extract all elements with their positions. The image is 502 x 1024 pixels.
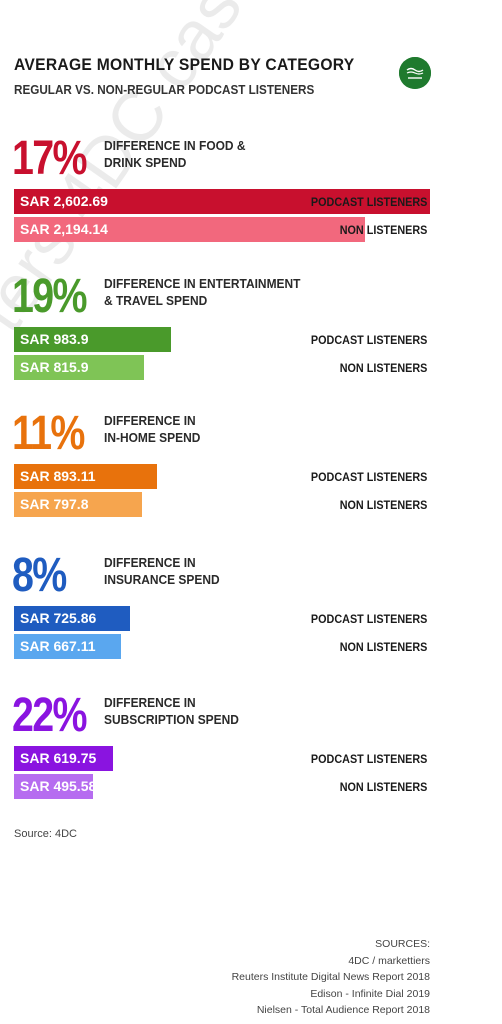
podcast-bar: SAR 725.86 [14, 606, 130, 631]
category-group: 11% DIFFERENCE IN IN-HOME SPEND SAR 893.11 S… [0, 410, 502, 530]
chart-title: AVERAGE MONTHLY SPEND BY CATEGORY [14, 55, 355, 74]
podcast-series-label: PODCAST LISTENERS [310, 470, 427, 484]
category-label: DIFFERENCE IN ENTERTAINMENT & TRAVEL SPEN… [104, 275, 300, 309]
category-label: DIFFERENCE IN SUBSCRIPTION SPEND [104, 694, 239, 728]
podcast-value-label: SAR 725.86 [20, 610, 97, 626]
category-label-line: DIFFERENCE IN ENTERTAINMENT [104, 276, 301, 291]
podcast-bar: SAR 2,602.69 [14, 189, 430, 214]
non-listener-value-label: SAR 2,194.14 [20, 221, 108, 237]
sources-block: SOURCES: 4DC / markettiers Reuters Insti… [232, 936, 430, 1019]
podcast-series-label: PODCAST LISTENERS [310, 612, 427, 626]
category-label: DIFFERENCE IN IN-HOME SPEND [104, 412, 200, 446]
category-label-line: DIFFERENCE IN [104, 413, 196, 428]
non-listener-series-label: NON LISTENERS [339, 223, 427, 237]
non-listener-bar: SAR 495.58 [14, 774, 97, 799]
category-label: DIFFERENCE IN FOOD & DRINK SPEND [104, 137, 246, 171]
podcast-value-label: SAR 619.75 [20, 750, 97, 766]
difference-percent: 8% [12, 549, 67, 602]
difference-percent: 19% [12, 270, 88, 323]
sources-line: 4DC / markettiers [348, 954, 430, 967]
non-listener-value-label: SAR 667.11 [20, 638, 96, 654]
category-group: 8% DIFFERENCE IN INSURANCE SPEND SAR 725.86… [0, 552, 502, 672]
non-listener-value-label: SAR 797.8 [20, 496, 89, 512]
category-group: 17% DIFFERENCE IN FOOD & DRINK SPEND SAR 2,… [0, 135, 502, 255]
category-label-line: SUBSCRIPTION SPEND [104, 712, 239, 727]
category-label-line: DRINK SPEND [104, 155, 187, 170]
non-listener-bar: SAR 667.11 [14, 634, 121, 659]
non-listener-series-label: NON LISTENERS [339, 361, 427, 375]
podcast-value-label: SAR 2,602.69 [20, 193, 108, 209]
category-label-line: DIFFERENCE IN [104, 695, 196, 710]
podcast-value-label: SAR 893.11 [20, 468, 96, 484]
category-group: 19% DIFFERENCE IN ENTERTAINMENT & TRAVEL S… [0, 273, 502, 393]
non-listener-value-label: SAR 495.58 [20, 778, 97, 794]
category-label-line: DIFFERENCE IN FOOD & [104, 138, 246, 153]
difference-percent: 11% [12, 407, 85, 460]
non-listener-value-label: SAR 815.9 [20, 359, 89, 375]
source-note: Source: 4DC [14, 828, 77, 840]
non-listener-series-label: NON LISTENERS [339, 640, 427, 654]
non-listener-bar: SAR 797.8 [14, 492, 142, 517]
category-label-line: DIFFERENCE IN [104, 555, 196, 570]
category-label-line: & TRAVEL SPEND [104, 293, 208, 308]
category-label: DIFFERENCE IN INSURANCE SPEND [104, 554, 220, 588]
podcast-series-label: PODCAST LISTENERS [310, 752, 427, 766]
podcast-series-label: PODCAST LISTENERS [310, 333, 427, 347]
category-label-line: INSURANCE SPEND [104, 572, 220, 587]
sources-line: Reuters Institute Digital News Report 20… [231, 971, 430, 983]
podcast-bar: SAR 619.75 [14, 746, 113, 771]
chart-subtitle: REGULAR VS. NON-REGULAR PODCAST LISTENER… [14, 82, 315, 97]
non-listener-series-label: NON LISTENERS [339, 498, 427, 512]
non-listener-bar: SAR 815.9 [14, 355, 144, 380]
category-group: 22% DIFFERENCE IN SUBSCRIPTION SPEND SAR 61… [0, 692, 502, 812]
sources-line: Edison - Infinite Dial 2019 [310, 987, 430, 1000]
category-label-line: IN-HOME SPEND [104, 430, 201, 445]
sources-line: Nielsen - Total Audience Report 2018 [256, 1004, 430, 1016]
podcast-series-label: PODCAST LISTENERS [310, 195, 427, 209]
non-listener-series-label: NON LISTENERS [339, 780, 427, 794]
difference-percent: 22% [12, 689, 88, 742]
saudi-flag-icon [399, 57, 431, 89]
podcast-bar: SAR 983.9 [14, 327, 171, 352]
sources-heading: SOURCES: [375, 938, 430, 950]
non-listener-bar: SAR 2,194.14 [14, 217, 365, 242]
podcast-bar: SAR 893.11 [14, 464, 157, 489]
difference-percent: 17% [12, 132, 88, 185]
podcast-value-label: SAR 983.9 [20, 331, 89, 347]
